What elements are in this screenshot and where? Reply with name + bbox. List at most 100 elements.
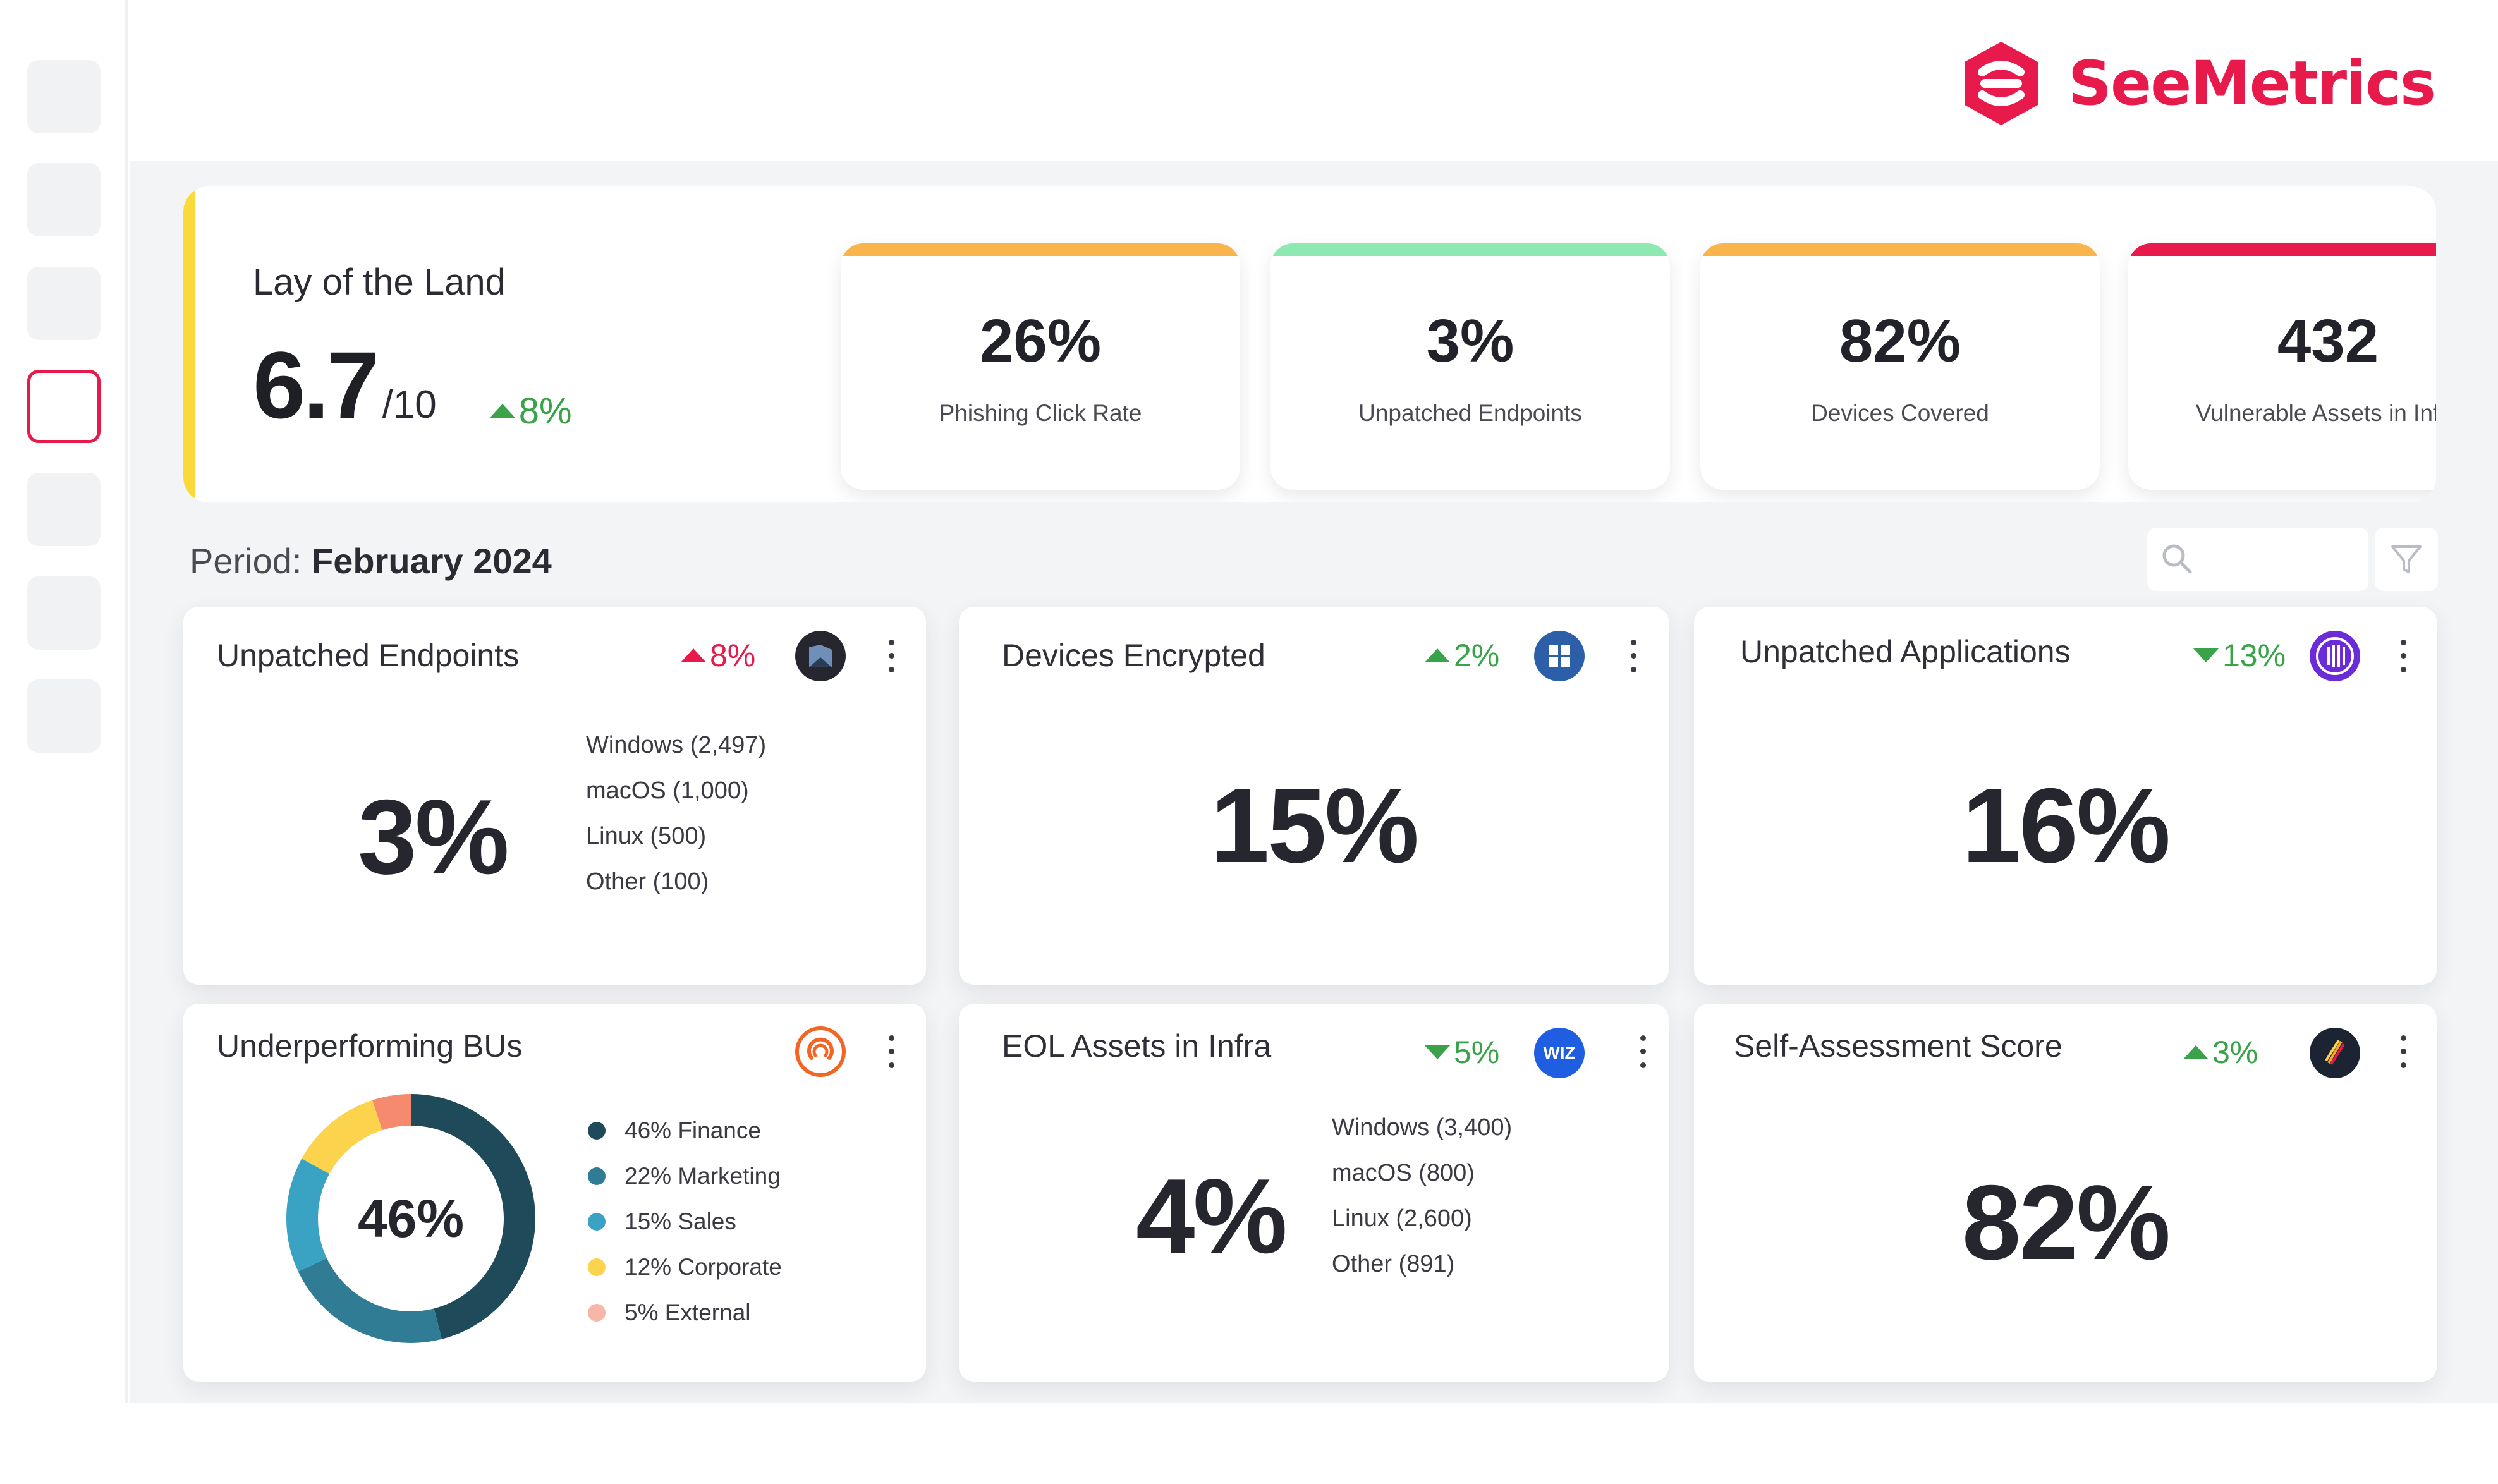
card-title: Unpatched Endpoints bbox=[217, 638, 520, 673]
os-breakdown-list: Windows (3,400) macOS (800) Linux (2,600… bbox=[1332, 1105, 1512, 1287]
trend-up-icon bbox=[1425, 648, 1450, 662]
os-breakdown-list: Windows (2,497) macOS (1,000) Linux (500… bbox=[586, 722, 766, 904]
card-delta: 13% bbox=[2193, 637, 2286, 674]
score-value: 6.7 bbox=[253, 332, 380, 438]
donut-center-value: 46% bbox=[357, 1188, 465, 1248]
card-devices-encrypted[interactable]: Devices Encrypted 2% 15% bbox=[959, 607, 1669, 985]
sidebar-item-2[interactable] bbox=[27, 163, 101, 236]
kpi-accent-bar bbox=[1270, 243, 1670, 256]
trend-up-icon bbox=[489, 404, 515, 418]
list-item: macOS (800) bbox=[1332, 1160, 1475, 1186]
card-eol-assets[interactable]: EOL Assets in Infra 5% WIZ 4% Windows (3… bbox=[959, 1004, 1669, 1382]
more-options-icon[interactable] bbox=[1624, 636, 1643, 676]
kpi-value: 26% bbox=[979, 307, 1102, 375]
kpi-accent-bar bbox=[841, 243, 1240, 256]
brand-name: SeeMetrics bbox=[2068, 48, 2436, 119]
card-underperforming-bus[interactable]: Underperforming BUs 46% 46% Finance 22% … bbox=[183, 1004, 926, 1382]
legend-label: 12% Corporate bbox=[624, 1254, 782, 1280]
donut-slice-external bbox=[372, 1094, 411, 1131]
more-options-icon[interactable] bbox=[2394, 636, 2413, 676]
legend-label: 5% External bbox=[624, 1299, 751, 1325]
legend-item: 22% Marketing bbox=[588, 1153, 782, 1199]
kpi-value: 82% bbox=[1839, 307, 1961, 375]
phishing-vendor-icon bbox=[795, 1026, 846, 1077]
kpi-label: Vulnerable Assets in Infra bbox=[2195, 400, 2436, 426]
trend-up-icon bbox=[681, 648, 706, 662]
windows-icon bbox=[1534, 631, 1585, 681]
card-unpatched-applications[interactable]: Unpatched Applications 13% 16% bbox=[1694, 607, 2437, 985]
list-item: Other (891) bbox=[1332, 1251, 1455, 1277]
kpi-card-unpatched[interactable]: 3% Unpatched Endpoints bbox=[1270, 243, 1670, 490]
donut-slice-corporate bbox=[302, 1100, 383, 1174]
sidebar-item-3[interactable] bbox=[27, 267, 101, 340]
kpi-accent-bar bbox=[1700, 243, 2100, 256]
trend-down-icon bbox=[1425, 1045, 1450, 1059]
kpi-accent-bar bbox=[2128, 243, 2436, 256]
donut-slice-marketing bbox=[298, 1258, 442, 1343]
card-value: 4% bbox=[1136, 1157, 1288, 1275]
card-unpatched-endpoints[interactable]: Unpatched Endpoints 8% 3% Windows (2,497… bbox=[183, 607, 926, 985]
card-value: 16% bbox=[1961, 766, 2171, 885]
lotl-title: Lay of the Land bbox=[253, 262, 506, 303]
sidebar-item-1[interactable] bbox=[27, 60, 101, 133]
period-value: February 2024 bbox=[312, 541, 552, 581]
card-delta-value: 3% bbox=[2212, 1035, 2258, 1070]
kpi-value: 432 bbox=[2277, 307, 2379, 375]
endpoint-vendor-icon bbox=[795, 631, 846, 681]
card-delta-value: 5% bbox=[1454, 1035, 1500, 1070]
filter-icon bbox=[2391, 545, 2422, 573]
list-item: Windows (2,497) bbox=[586, 732, 767, 758]
list-item: Windows (3,400) bbox=[1332, 1114, 1513, 1141]
sidebar-item-6[interactable] bbox=[27, 576, 101, 650]
card-value: 82% bbox=[1961, 1163, 2171, 1282]
list-item: Other (100) bbox=[586, 868, 709, 895]
brand-logo[interactable]: SeeMetrics bbox=[1957, 39, 2436, 128]
sidebar-item-5[interactable] bbox=[27, 473, 101, 546]
score-delta: 8% bbox=[489, 390, 572, 432]
kpi-card-vulnerable-assets[interactable]: 432 Vulnerable Assets in Infra bbox=[2128, 243, 2436, 490]
donut-slice-finance bbox=[410, 1094, 535, 1339]
score-suffix: /10 bbox=[382, 383, 437, 427]
card-value: 3% bbox=[358, 777, 509, 896]
lay-of-the-land-panel: Lay of the Land 6.7 /10 8% 26% Phishing … bbox=[183, 186, 2436, 502]
sidebar-item-4-active[interactable] bbox=[27, 370, 101, 443]
app-scanner-icon bbox=[2310, 631, 2360, 681]
filter-button[interactable] bbox=[2375, 528, 2438, 591]
sidebar bbox=[0, 0, 128, 1403]
legend-swatch bbox=[588, 1122, 606, 1140]
period-label: Period: February 2024 bbox=[190, 540, 552, 581]
more-options-icon[interactable] bbox=[882, 1031, 901, 1072]
header: SeeMetrics bbox=[130, 0, 2498, 161]
period-prefix: Period: bbox=[190, 541, 302, 581]
card-delta: 8% bbox=[681, 637, 755, 674]
wiz-icon: WIZ bbox=[1534, 1028, 1585, 1078]
donut-slice-sales bbox=[286, 1159, 330, 1272]
panel-accent bbox=[183, 186, 195, 502]
card-title: Devices Encrypted bbox=[1002, 638, 1265, 673]
legend-swatch bbox=[588, 1213, 606, 1231]
card-title: Unpatched Applications bbox=[1740, 634, 2071, 669]
sidebar-item-7[interactable] bbox=[27, 679, 101, 753]
search-input[interactable] bbox=[2147, 528, 2368, 591]
donut-legend: 46% Finance 22% Marketing 15% Sales 12% … bbox=[588, 1108, 782, 1335]
legend-swatch bbox=[588, 1304, 606, 1322]
card-delta-value: 2% bbox=[1454, 638, 1500, 673]
legend-swatch bbox=[588, 1258, 606, 1276]
trend-up-icon bbox=[2183, 1045, 2209, 1059]
more-options-icon[interactable] bbox=[1633, 1031, 1652, 1072]
card-self-assessment[interactable]: Self-Assessment Score 3% 82% bbox=[1694, 1004, 2437, 1382]
legend-item: 15% Sales bbox=[588, 1199, 782, 1244]
card-delta: 2% bbox=[1425, 637, 1499, 674]
kpi-card-devices-covered[interactable]: 82% Devices Covered bbox=[1700, 243, 2100, 490]
card-title: EOL Assets in Infra bbox=[1002, 1028, 1272, 1064]
score-delta-value: 8% bbox=[518, 390, 572, 432]
more-options-icon[interactable] bbox=[882, 636, 901, 676]
lotl-score: 6.7 /10 8% bbox=[253, 331, 572, 440]
legend-label: 46% Finance bbox=[624, 1117, 761, 1143]
search-icon bbox=[2162, 544, 2192, 574]
card-value: 15% bbox=[1210, 766, 1419, 885]
legend-label: 15% Sales bbox=[624, 1208, 736, 1234]
more-options-icon[interactable] bbox=[2394, 1031, 2413, 1072]
legend-item: 12% Corporate bbox=[588, 1244, 782, 1290]
kpi-card-phishing[interactable]: 26% Phishing Click Rate bbox=[841, 243, 1240, 490]
